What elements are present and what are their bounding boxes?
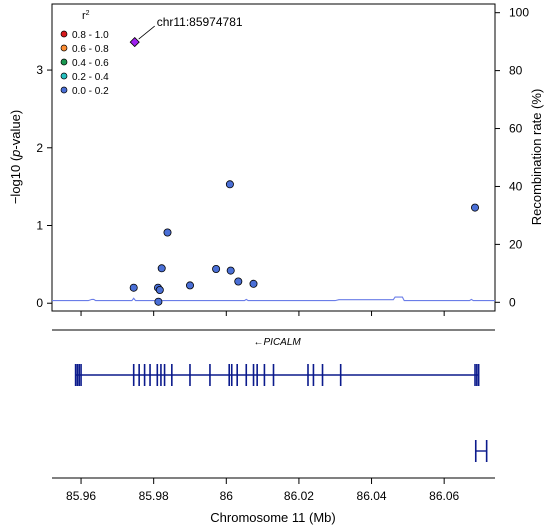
y-right-tick-label-2: 40 [509, 179, 523, 193]
snp-point-12 [470, 203, 479, 212]
x-tick-label-1: 85.98 [139, 489, 169, 503]
y-left-tick-label-2: 2 [36, 141, 43, 155]
recombination-rate-line [52, 296, 495, 302]
legend-label-1: 0.6 - 0.8 [72, 44, 109, 55]
gene-exon-23 [312, 364, 315, 386]
gene-exon-1 [76, 364, 79, 386]
snp-point-11 [249, 279, 258, 288]
legend-entries: 0.8 - 1.0 0.6 - 0.8 0.4 - 0.6 0.2 - 0.4 0.0 … [60, 30, 109, 97]
y-axis-left: 0 1 2 3 [36, 63, 52, 310]
gene-exon-9 [160, 364, 162, 386]
legend-label-4: 0.0 - 0.2 [72, 86, 109, 97]
gene-exon-27 [476, 364, 478, 386]
x-axis-title: Chromosome 11 (Mb) [210, 510, 335, 525]
gene-exon-13 [209, 364, 211, 386]
association-panel-frame [51, 3, 496, 312]
y-right-tick-label-5: 100 [509, 6, 529, 20]
lead-snp-marker [129, 37, 140, 48]
lead-snp-layer: chr11:85974781 [129, 15, 243, 48]
snp-point-5 [163, 228, 172, 237]
y-axis-right-title: Recombination rate (%) [529, 89, 544, 226]
gene-exon-2 [78, 364, 81, 386]
y-left-tick-label-0: 0 [36, 296, 43, 310]
y-left-tick-label-1: 1 [36, 219, 43, 233]
gene-exon-3 [80, 364, 82, 386]
gene-exon-22 [307, 364, 309, 386]
gene-exon-6 [143, 364, 146, 386]
y-right-tick-label-0: 0 [509, 295, 516, 309]
gene-exon-18 [252, 364, 255, 386]
gene-exon-26 [474, 364, 476, 386]
gene-exon-28 [477, 364, 480, 386]
gene-exon-15 [230, 364, 233, 386]
gene-label-PICALM: ←PICALM [254, 337, 302, 348]
gene-exon-0 [74, 364, 77, 386]
legend-swatch-0 [60, 30, 68, 38]
legend-title: r2 [82, 10, 90, 22]
legend-swatch-3 [60, 72, 68, 80]
y-right-tick-label-3: 60 [509, 122, 523, 136]
x-axis: 85.96 85.98 86 86.02 86.04 86.06 [66, 311, 460, 503]
legend-swatch-2 [60, 58, 68, 66]
snp-points-layer [129, 180, 479, 306]
snp-point-3 [157, 264, 166, 273]
lead-snp-label: chr11:85974781 [157, 15, 243, 29]
lead-snp-callout-line [138, 25, 155, 40]
gene-exon-11 [171, 364, 173, 386]
gene-exon-12 [189, 364, 191, 386]
gene-exon-25 [339, 364, 342, 386]
gene-exon-10 [163, 364, 166, 386]
snp-point-8 [226, 266, 235, 275]
snp-point-0 [129, 283, 138, 292]
legend-label-0: 0.8 - 1.0 [72, 30, 109, 41]
snp-point-10 [234, 277, 243, 286]
snp-point-6 [185, 281, 194, 290]
gene-exon-16 [236, 364, 238, 386]
y-right-tick-label-4: 80 [509, 64, 523, 78]
gene-exon-8 [156, 364, 159, 386]
y-axis-left-title: −log10 (p-value) [8, 110, 23, 204]
x-tick-label-2: 86 [220, 489, 234, 503]
y-axis-right: 0 20 40 60 80 100 [495, 6, 529, 309]
snp-point-7 [212, 264, 221, 273]
gene-exon-7 [149, 364, 151, 386]
gene-exon-5 [138, 364, 140, 386]
gene-exon-24 [321, 364, 324, 386]
gene-exon-20 [263, 364, 266, 386]
legend-label-2: 0.4 - 0.6 [72, 58, 109, 69]
y-left-tick-label-3: 3 [36, 63, 43, 77]
legend: r2 0.8 - 1.00.6 - 0.80.4 - 0.60.2 - 0.40… [60, 10, 109, 97]
small-feature-exon-start [474, 440, 477, 462]
gene-exon-17 [245, 364, 248, 386]
x-tick-label-5: 86.06 [429, 489, 459, 503]
x-tick-label-0: 85.96 [66, 489, 96, 503]
gene-exon-4 [132, 364, 135, 386]
recombination-rate-layer [52, 296, 495, 302]
y-right-tick-label-1: 20 [509, 237, 523, 251]
snp-point-9 [225, 180, 234, 189]
gene-exon-19 [256, 364, 258, 386]
snp-point-4 [154, 297, 163, 306]
gene-exon-14 [228, 364, 230, 386]
legend-label-3: 0.2 - 0.4 [72, 72, 109, 83]
legend-swatch-1 [60, 44, 68, 52]
x-tick-label-4: 86.04 [357, 489, 387, 503]
small-feature-exon-end [485, 440, 488, 462]
gene-exon-21 [272, 364, 275, 386]
gene-track: ←PICALM [74, 337, 488, 462]
legend-swatch-4 [60, 86, 68, 94]
snp-point-2 [155, 285, 164, 294]
x-tick-label-3: 86.02 [284, 489, 314, 503]
